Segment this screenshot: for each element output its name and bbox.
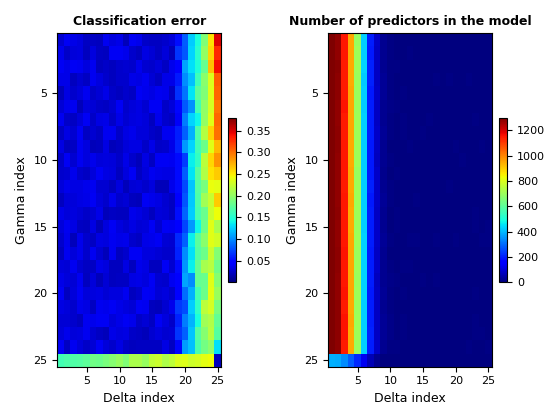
X-axis label: Delta index: Delta index bbox=[374, 392, 446, 405]
Y-axis label: Gamma index: Gamma index bbox=[286, 156, 299, 244]
Title: Classification error: Classification error bbox=[73, 15, 206, 28]
Y-axis label: Gamma index: Gamma index bbox=[15, 156, 28, 244]
Title: Number of predictors in the model: Number of predictors in the model bbox=[288, 15, 531, 28]
X-axis label: Delta index: Delta index bbox=[103, 392, 175, 405]
